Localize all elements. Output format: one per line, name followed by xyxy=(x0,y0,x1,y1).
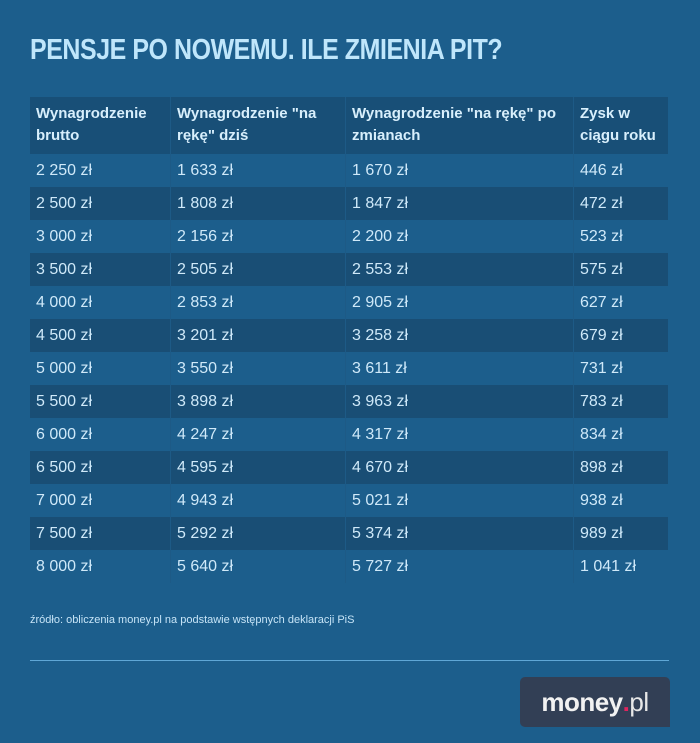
cell-net-after: 5 727 zł xyxy=(345,550,574,583)
cell-gross: 5 500 zł xyxy=(30,385,171,418)
divider xyxy=(30,660,669,661)
cell-gross: 3 500 zł xyxy=(30,253,171,286)
header-net-after: Wynagrodzenie "na rękę" po zmianach xyxy=(345,97,574,154)
cell-net-today: 2 853 zł xyxy=(170,286,346,319)
cell-net-today: 5 292 zł xyxy=(170,517,346,550)
cell-gross: 3 000 zł xyxy=(30,220,171,253)
cell-gross: 4 000 zł xyxy=(30,286,171,319)
cell-yearly-gain: 731 zł xyxy=(573,352,668,385)
table-row: 5 000 zł 3 550 zł 3 611 zł 731 zł xyxy=(30,352,668,385)
cell-net-after: 5 021 zł xyxy=(345,484,574,517)
cell-yearly-gain: 446 zł xyxy=(573,154,668,187)
cell-net-today: 3 201 zł xyxy=(170,319,346,352)
cell-net-after: 2 553 zł xyxy=(345,253,574,286)
table-row: 7 500 zł 5 292 zł 5 374 zł 989 zł xyxy=(30,517,668,550)
cell-gross: 8 000 zł xyxy=(30,550,171,583)
cell-yearly-gain: 1 041 zł xyxy=(573,550,668,583)
cell-yearly-gain: 575 zł xyxy=(573,253,668,286)
cell-net-today: 1 633 zł xyxy=(170,154,346,187)
cell-yearly-gain: 898 zł xyxy=(573,451,668,484)
cell-gross: 2 500 zł xyxy=(30,187,171,220)
cell-gross: 2 250 zł xyxy=(30,154,171,187)
cell-gross: 4 500 zł xyxy=(30,319,171,352)
cell-net-today: 4 595 zł xyxy=(170,451,346,484)
table-row: 4 500 zł 3 201 zł 3 258 zł 679 zł xyxy=(30,319,668,352)
table-row: 3 500 zł 2 505 zł 2 553 zł 575 zł xyxy=(30,253,668,286)
cell-yearly-gain: 834 zł xyxy=(573,418,668,451)
cell-net-after: 3 258 zł xyxy=(345,319,574,352)
cell-net-after: 5 374 zł xyxy=(345,517,574,550)
header-gross: Wynagrodzenie brutto xyxy=(30,97,171,154)
cell-net-today: 4 943 zł xyxy=(170,484,346,517)
table-row: 2 500 zł 1 808 zł 1 847 zł 472 zł xyxy=(30,187,668,220)
page-title: PENSJE PO NOWEMU. ILE ZMIENIA PIT? xyxy=(30,34,503,66)
logo-dot: . xyxy=(622,686,630,717)
table-row: 2 250 zł 1 633 zł 1 670 zł 446 zł xyxy=(30,154,668,187)
cell-yearly-gain: 627 zł xyxy=(573,286,668,319)
cell-net-today: 2 156 zł xyxy=(170,220,346,253)
cell-net-today: 2 505 zł xyxy=(170,253,346,286)
cell-net-after: 1 670 zł xyxy=(345,154,574,187)
table-row: 6 000 zł 4 247 zł 4 317 zł 834 zł xyxy=(30,418,668,451)
table-row: 3 000 zł 2 156 zł 2 200 zł 523 zł xyxy=(30,220,668,253)
cell-net-after: 2 200 zł xyxy=(345,220,574,253)
cell-gross: 7 000 zł xyxy=(30,484,171,517)
cell-yearly-gain: 783 zł xyxy=(573,385,668,418)
cell-gross: 7 500 zł xyxy=(30,517,171,550)
cell-net-after: 3 963 zł xyxy=(345,385,574,418)
cell-net-today: 3 898 zł xyxy=(170,385,346,418)
logo-tld: pl xyxy=(629,686,649,717)
cell-net-today: 3 550 zł xyxy=(170,352,346,385)
table-row: 8 000 zł 5 640 zł 5 727 zł 1 041 zł xyxy=(30,550,668,583)
cell-gross: 6 000 zł xyxy=(30,418,171,451)
table-header-row: Wynagrodzenie brutto Wynagrodzenie "na r… xyxy=(30,97,668,154)
logo-brand: money xyxy=(541,686,623,717)
cell-net-after: 1 847 zł xyxy=(345,187,574,220)
table-row: 7 000 zł 4 943 zł 5 021 zł 938 zł xyxy=(30,484,668,517)
header-yearly-gain: Zysk w ciągu roku xyxy=(573,97,668,154)
cell-gross: 5 000 zł xyxy=(30,352,171,385)
cell-net-today: 4 247 zł xyxy=(170,418,346,451)
table-row: 4 000 zł 2 853 zł 2 905 zł 627 zł xyxy=(30,286,668,319)
header-net-today: Wynagrodzenie "na rękę" dziś xyxy=(170,97,346,154)
table-row: 6 500 zł 4 595 zł 4 670 zł 898 zł xyxy=(30,451,668,484)
table-body: 2 250 zł 1 633 zł 1 670 zł 446 zł 2 500 zł 1 … xyxy=(30,154,668,583)
salary-table: Wynagrodzenie brutto Wynagrodzenie "na r… xyxy=(30,97,668,583)
cell-net-after: 4 670 zł xyxy=(345,451,574,484)
table-row: 5 500 zł 3 898 zł 3 963 zł 783 zł xyxy=(30,385,668,418)
cell-net-after: 3 611 zł xyxy=(345,352,574,385)
cell-net-today: 5 640 zł xyxy=(170,550,346,583)
cell-yearly-gain: 679 zł xyxy=(573,319,668,352)
money-pl-logo: money. pl xyxy=(520,677,670,727)
cell-yearly-gain: 989 zł xyxy=(573,517,668,550)
cell-net-after: 2 905 zł xyxy=(345,286,574,319)
source-note: źródło: obliczenia money.pl na podstawie… xyxy=(30,614,355,626)
cell-yearly-gain: 938 zł xyxy=(573,484,668,517)
cell-gross: 6 500 zł xyxy=(30,451,171,484)
cell-yearly-gain: 472 zł xyxy=(573,187,668,220)
cell-net-today: 1 808 zł xyxy=(170,187,346,220)
cell-yearly-gain: 523 zł xyxy=(573,220,668,253)
cell-net-after: 4 317 zł xyxy=(345,418,574,451)
